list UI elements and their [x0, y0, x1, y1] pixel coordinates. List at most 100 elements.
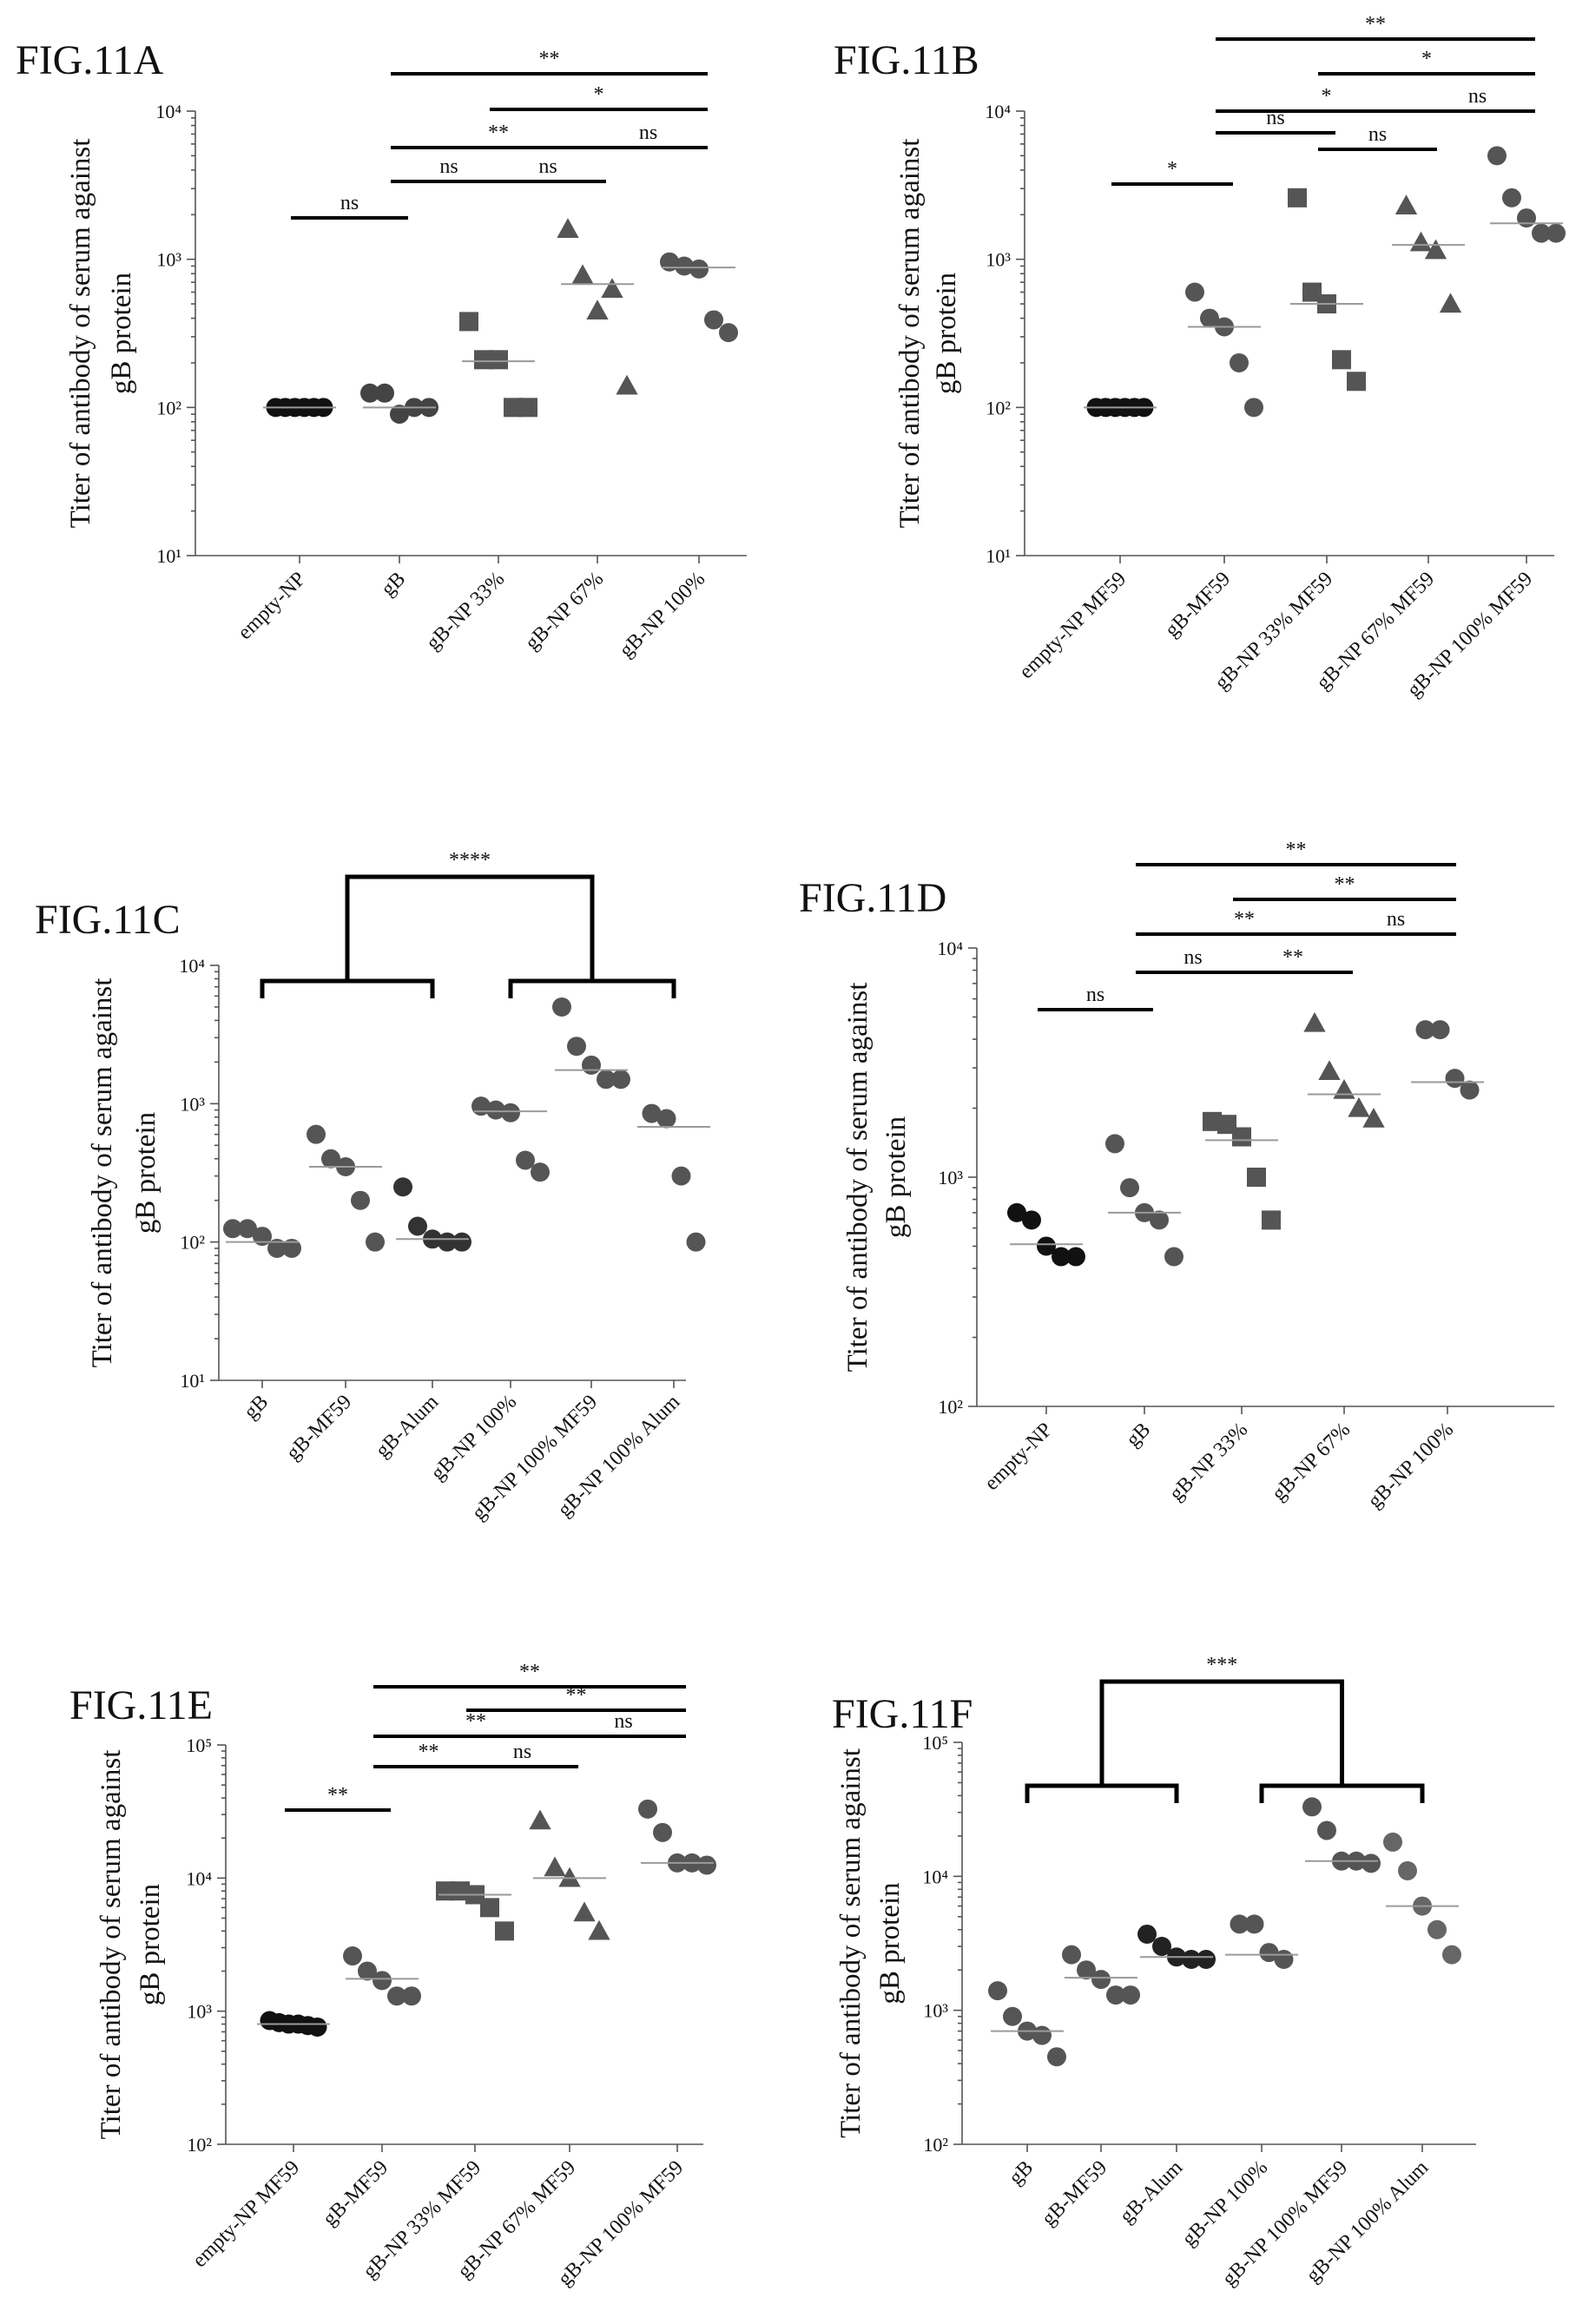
data-point	[638, 1799, 657, 1819]
significance-label: ns	[639, 122, 657, 144]
panels-root: FIG.11A Titer of antibody of serum agains…	[16, 13, 1566, 2290]
x-tick-label: gB	[240, 1391, 273, 1424]
significance-label: **	[1335, 873, 1355, 896]
data-point	[1415, 1020, 1435, 1040]
x-tick-label: gB-Alum	[1116, 2156, 1188, 2229]
data-point	[282, 1238, 301, 1258]
data-point	[1259, 1943, 1279, 1963]
series-2	[360, 383, 438, 425]
significance-label: ns	[1387, 908, 1405, 931]
data-point	[1091, 1970, 1111, 1990]
data-point	[343, 1946, 362, 1966]
group-bracket-top	[1099, 1679, 1344, 1786]
data-point	[1332, 350, 1351, 370]
data-point	[1247, 1168, 1266, 1187]
data-point	[474, 350, 493, 370]
data-point	[642, 1103, 662, 1123]
data-point	[1164, 1247, 1184, 1267]
x-tick-label: gB-MF59	[1161, 568, 1235, 642]
x-tick-label: gB	[1122, 1419, 1155, 1452]
data-point	[253, 1227, 272, 1247]
data-point	[1439, 293, 1462, 313]
significance-label: **	[327, 1784, 348, 1807]
data-point	[516, 1150, 535, 1170]
series-2	[1062, 1945, 1140, 2005]
data-point	[552, 997, 571, 1017]
data-point	[686, 1232, 706, 1252]
significance-label: ns	[1184, 946, 1202, 969]
data-point	[558, 1866, 581, 1887]
data-point	[1394, 194, 1418, 215]
y-tick-label: 10⁵	[186, 1735, 212, 1756]
series-2	[307, 1124, 385, 1252]
panel-title: FIG.11F	[832, 1691, 973, 1737]
data-point	[393, 1177, 412, 1197]
data-point	[1398, 1860, 1417, 1880]
data-point	[1362, 1853, 1381, 1873]
series-4	[557, 218, 638, 395]
y-axis-label-line2: gB protein	[130, 1112, 162, 1234]
x-tick-label: gB-MF59	[319, 2156, 392, 2230]
y-axis-label-line1: Titer of antibody of serum against	[96, 1750, 127, 2140]
data-point	[531, 1162, 550, 1182]
panel-11f: FIG.11F Titer of antibody of serum agains…	[832, 1654, 1476, 2290]
significance-label: **	[465, 1710, 486, 1733]
significance-label: **	[419, 1741, 439, 1763]
series-1	[988, 1981, 1066, 2067]
y-tick-label: 10¹	[180, 1370, 205, 1392]
y-tick-label: 10¹	[986, 545, 1011, 567]
data-point	[1303, 1011, 1326, 1032]
data-point	[582, 1055, 601, 1075]
y-tick-label: 10²	[156, 397, 181, 418]
x-tick-label: gB-NP 33%	[422, 568, 509, 655]
x-tick-label: empty-NP	[234, 568, 310, 644]
series-6	[1383, 1832, 1461, 1965]
data-point	[1487, 146, 1507, 166]
y-tick-label: 10³	[938, 1167, 963, 1188]
data-point	[1517, 208, 1536, 228]
significance-label: **	[1286, 839, 1307, 861]
significance-label: ns	[538, 155, 557, 178]
data-point	[1383, 1832, 1402, 1852]
x-tick-label: empty-NP MF59	[188, 2156, 304, 2272]
data-point	[238, 1219, 257, 1239]
data-point	[1442, 1945, 1461, 1965]
series-3	[393, 1177, 471, 1252]
data-point	[1427, 1919, 1447, 1939]
panel-11d: FIG.11D Titer of antibody of serum agains…	[799, 839, 1554, 1513]
y-axis-label-line2: gB protein	[880, 1116, 912, 1238]
y-tick-label: 10³	[986, 249, 1011, 271]
data-point	[1137, 1924, 1157, 1944]
data-point	[360, 383, 379, 403]
series-1	[223, 1219, 301, 1258]
x-tick-label: gB-NP 100%	[1364, 1419, 1459, 1513]
data-point	[1244, 398, 1263, 418]
data-point	[1445, 1069, 1465, 1089]
data-point	[373, 1971, 392, 1991]
data-point	[1052, 1247, 1071, 1267]
y-tick-label: 10⁴	[937, 938, 963, 959]
data-point	[1333, 1078, 1355, 1099]
y-tick-label: 10²	[180, 1232, 205, 1254]
series-1	[263, 398, 336, 418]
data-point	[451, 1881, 470, 1901]
data-point	[1460, 1080, 1480, 1100]
data-point	[1062, 1945, 1081, 1965]
data-point	[387, 1986, 406, 2006]
data-point	[402, 1986, 421, 2006]
x-tick-label: empty-NP	[980, 1419, 1057, 1495]
panel-title: FIG.11A	[16, 37, 164, 83]
y-tick-label: 10³	[923, 2000, 948, 2022]
series-2	[343, 1946, 421, 2006]
significance-label: *	[1322, 85, 1332, 108]
y-axis-label: Titer of antibody of serum against gB pro…	[65, 139, 137, 529]
data-point	[1244, 1914, 1264, 1934]
data-point	[1152, 1937, 1171, 1957]
y-tick-label: 10³	[187, 2001, 212, 2023]
data-point	[1105, 1134, 1124, 1154]
x-tick-label: gB-NP 100%	[616, 568, 710, 662]
data-point	[408, 1216, 427, 1236]
panel-title: FIG.11E	[69, 1682, 213, 1728]
data-point	[1302, 1797, 1322, 1817]
data-point	[375, 383, 394, 403]
